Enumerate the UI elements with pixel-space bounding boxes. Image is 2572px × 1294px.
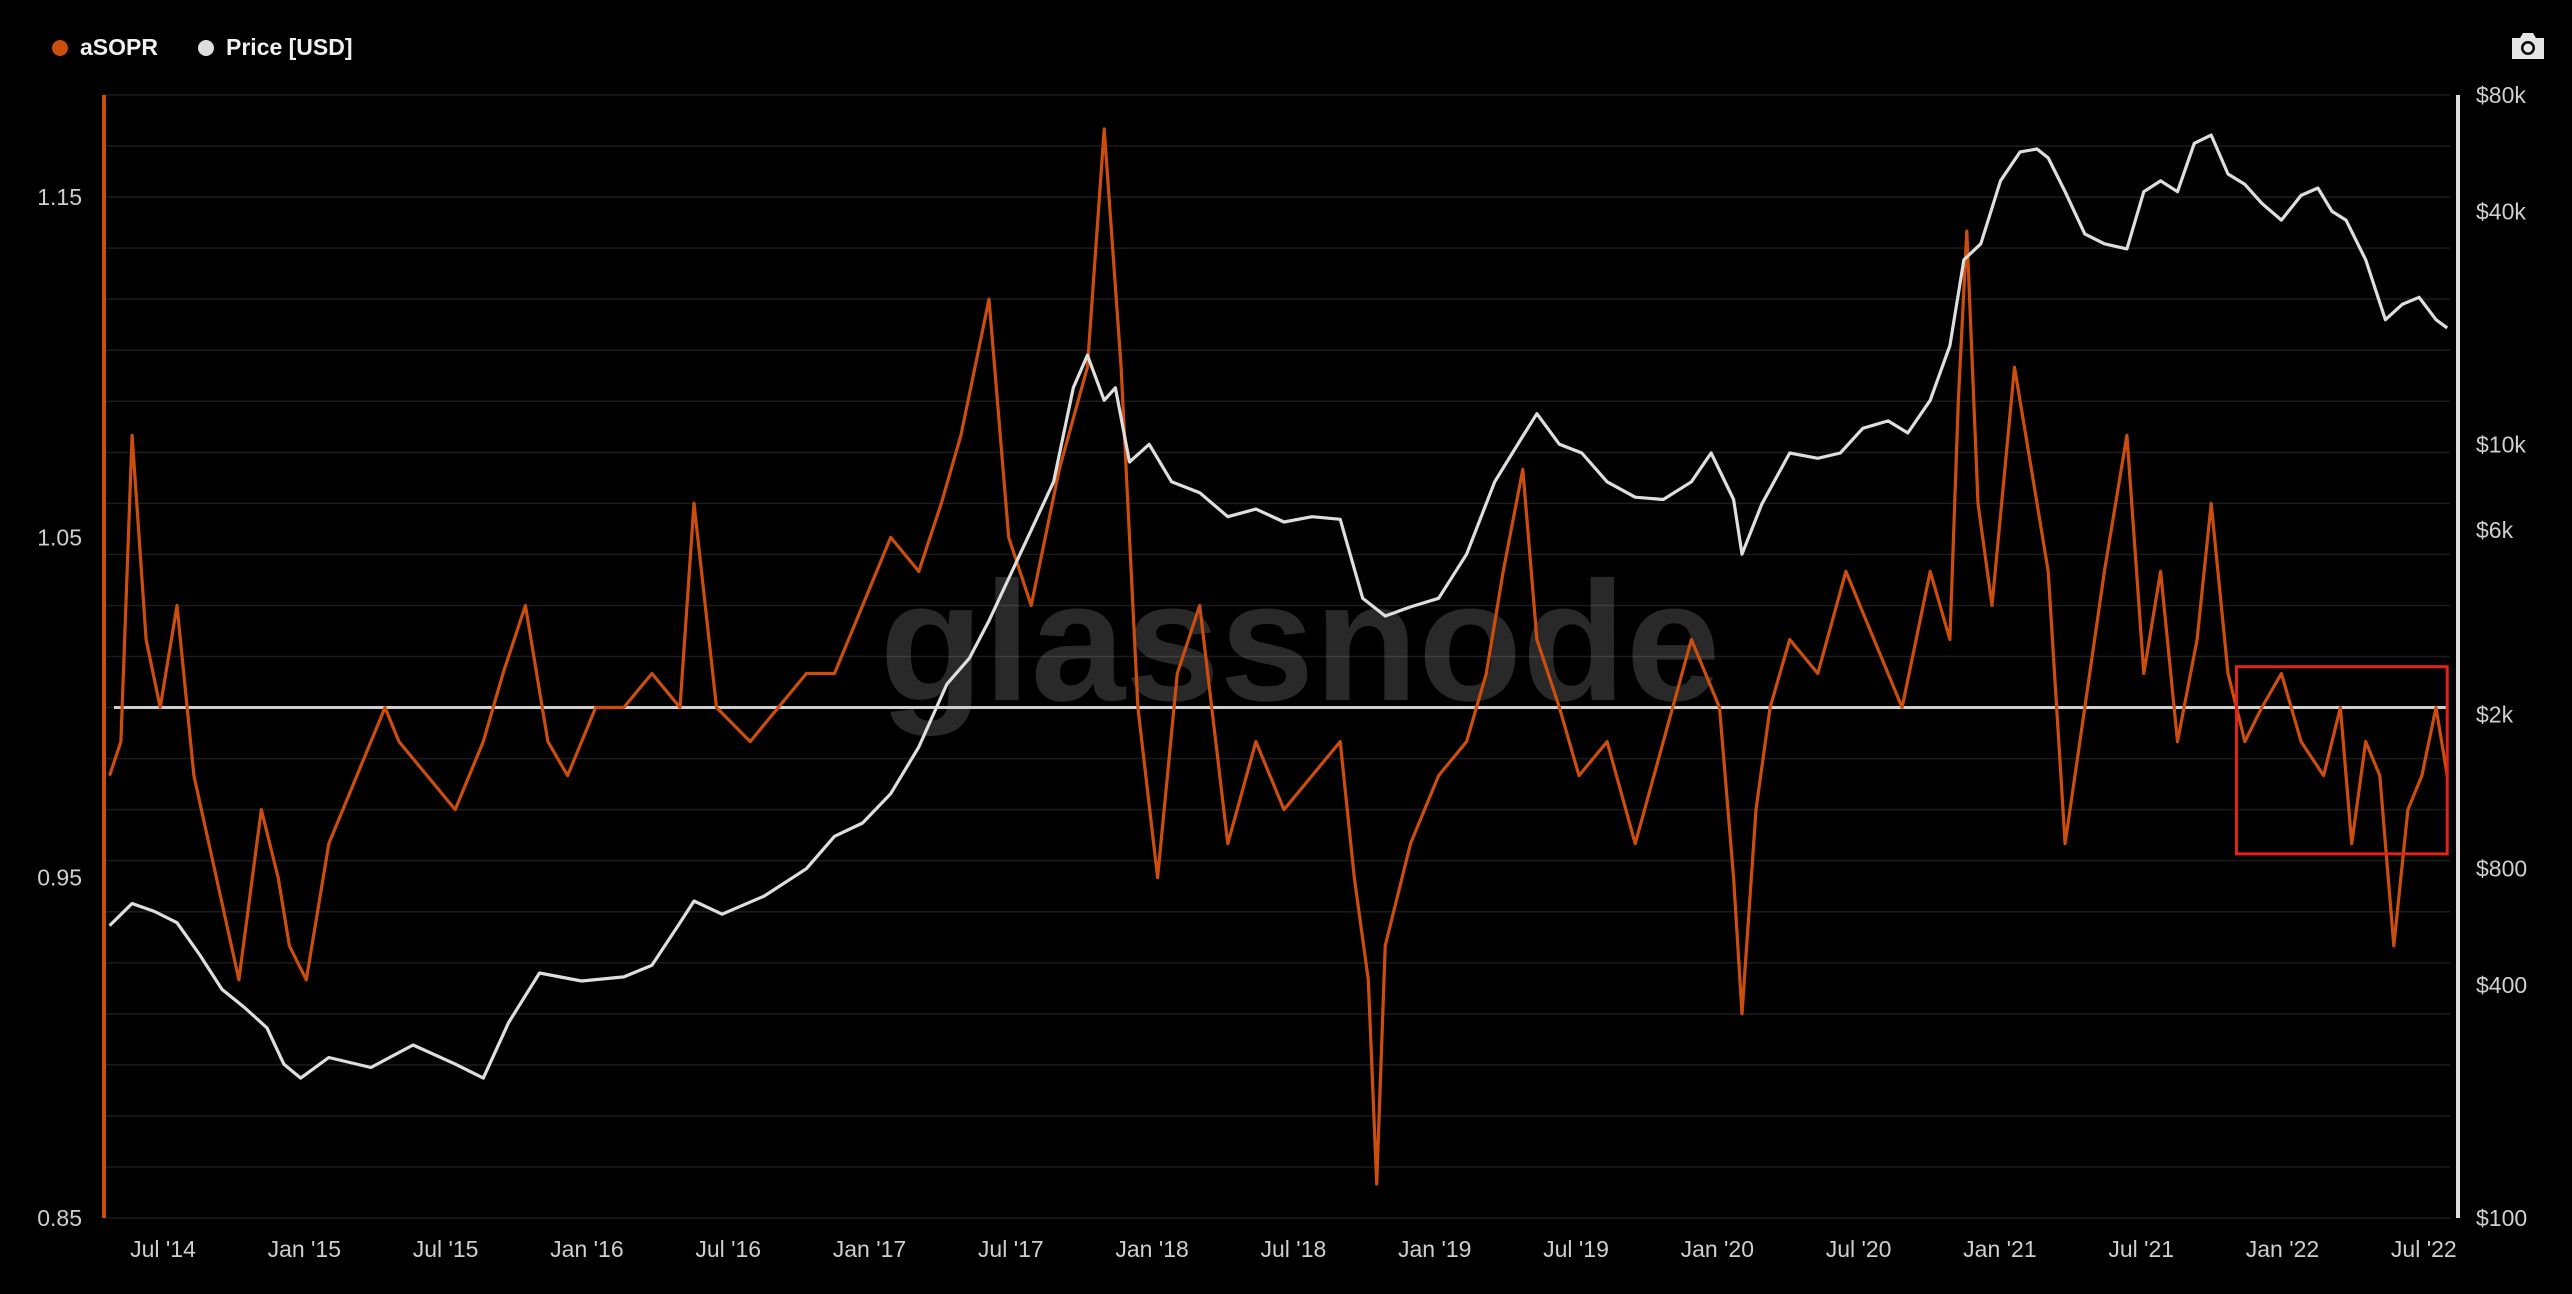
y-left-tick-label: 1.05 — [37, 524, 82, 550]
legend-item-asopr[interactable]: aSOPR — [52, 34, 158, 61]
legend-label-asopr: aSOPR — [80, 34, 158, 60]
series-line-asopr — [108, 127, 2449, 1186]
x-tick-label: Jan '17 — [833, 1236, 906, 1262]
x-axis-ticks: Jul '14 Jan '15 Jul '15 Jan '16 Jul '16 Jan '… — [130, 1236, 2457, 1262]
gridlines — [104, 94, 2450, 1219]
x-tick-label: Jul '20 — [1826, 1236, 1892, 1262]
y-right-tick-label: $2k — [2476, 702, 2514, 728]
highlight-box — [2234, 665, 2449, 856]
x-tick-label: Jul '14 — [130, 1236, 196, 1262]
chart-legend: aSOPR Price [USD] — [52, 34, 353, 61]
legend-dot-asopr — [52, 39, 68, 56]
axes-group — [102, 95, 2460, 1218]
y-left-tick-label: 1.15 — [37, 184, 82, 210]
y-right-tick-label: $40k — [2476, 198, 2526, 224]
y-right-tick-label: $6k — [2476, 517, 2514, 543]
series-line-price — [108, 133, 2449, 1080]
series-group — [108, 127, 2449, 1186]
x-tick-label: Jul '21 — [2108, 1236, 2174, 1262]
x-tick-label: Jul '18 — [1261, 1236, 1327, 1262]
x-tick-label: Jan '19 — [1398, 1236, 1471, 1262]
x-tick-label: Jan '18 — [1115, 1236, 1188, 1262]
y-right-tick-label: $800 — [2476, 856, 2527, 882]
legend-item-price[interactable]: Price [USD] — [197, 34, 353, 61]
legend-dot-price — [197, 39, 214, 56]
x-tick-label: Jan '22 — [2246, 1236, 2319, 1262]
x-tick-label: Jan '21 — [1963, 1236, 2036, 1262]
x-tick-label: Jan '15 — [268, 1236, 341, 1262]
x-tick-label: Jan '20 — [1681, 1236, 1754, 1262]
legend-label-price: Price [USD] — [225, 34, 353, 60]
y-right-tick-label: $400 — [2476, 972, 2527, 998]
x-tick-label: Jul '17 — [978, 1236, 1044, 1262]
x-tick-label: Jul '15 — [413, 1236, 479, 1262]
y-right-axis-ticks: $80k $40k $10k $6k $2k $800 $400 $100 — [2476, 82, 2527, 1231]
highlight-box-group — [2234, 665, 2449, 856]
y-left-axis-ticks: 1.15 1.05 0.95 0.85 — [37, 184, 82, 1231]
y-right-tick-label: $100 — [2476, 1205, 2527, 1231]
y-right-tick-label: $80k — [2476, 82, 2526, 108]
y-right-tick-label: $10k — [2476, 431, 2526, 457]
x-tick-label: Jul '22 — [2391, 1236, 2457, 1262]
watermark: glassnode — [880, 547, 1721, 737]
x-tick-label: Jan '16 — [550, 1236, 623, 1262]
x-tick-label: Jul '19 — [1543, 1236, 1609, 1262]
x-tick-label: Jul '16 — [695, 1236, 761, 1262]
y-left-tick-label: 0.95 — [37, 865, 82, 891]
y-left-tick-label: 0.85 — [37, 1205, 82, 1231]
camera-icon[interactable] — [2508, 30, 2548, 62]
